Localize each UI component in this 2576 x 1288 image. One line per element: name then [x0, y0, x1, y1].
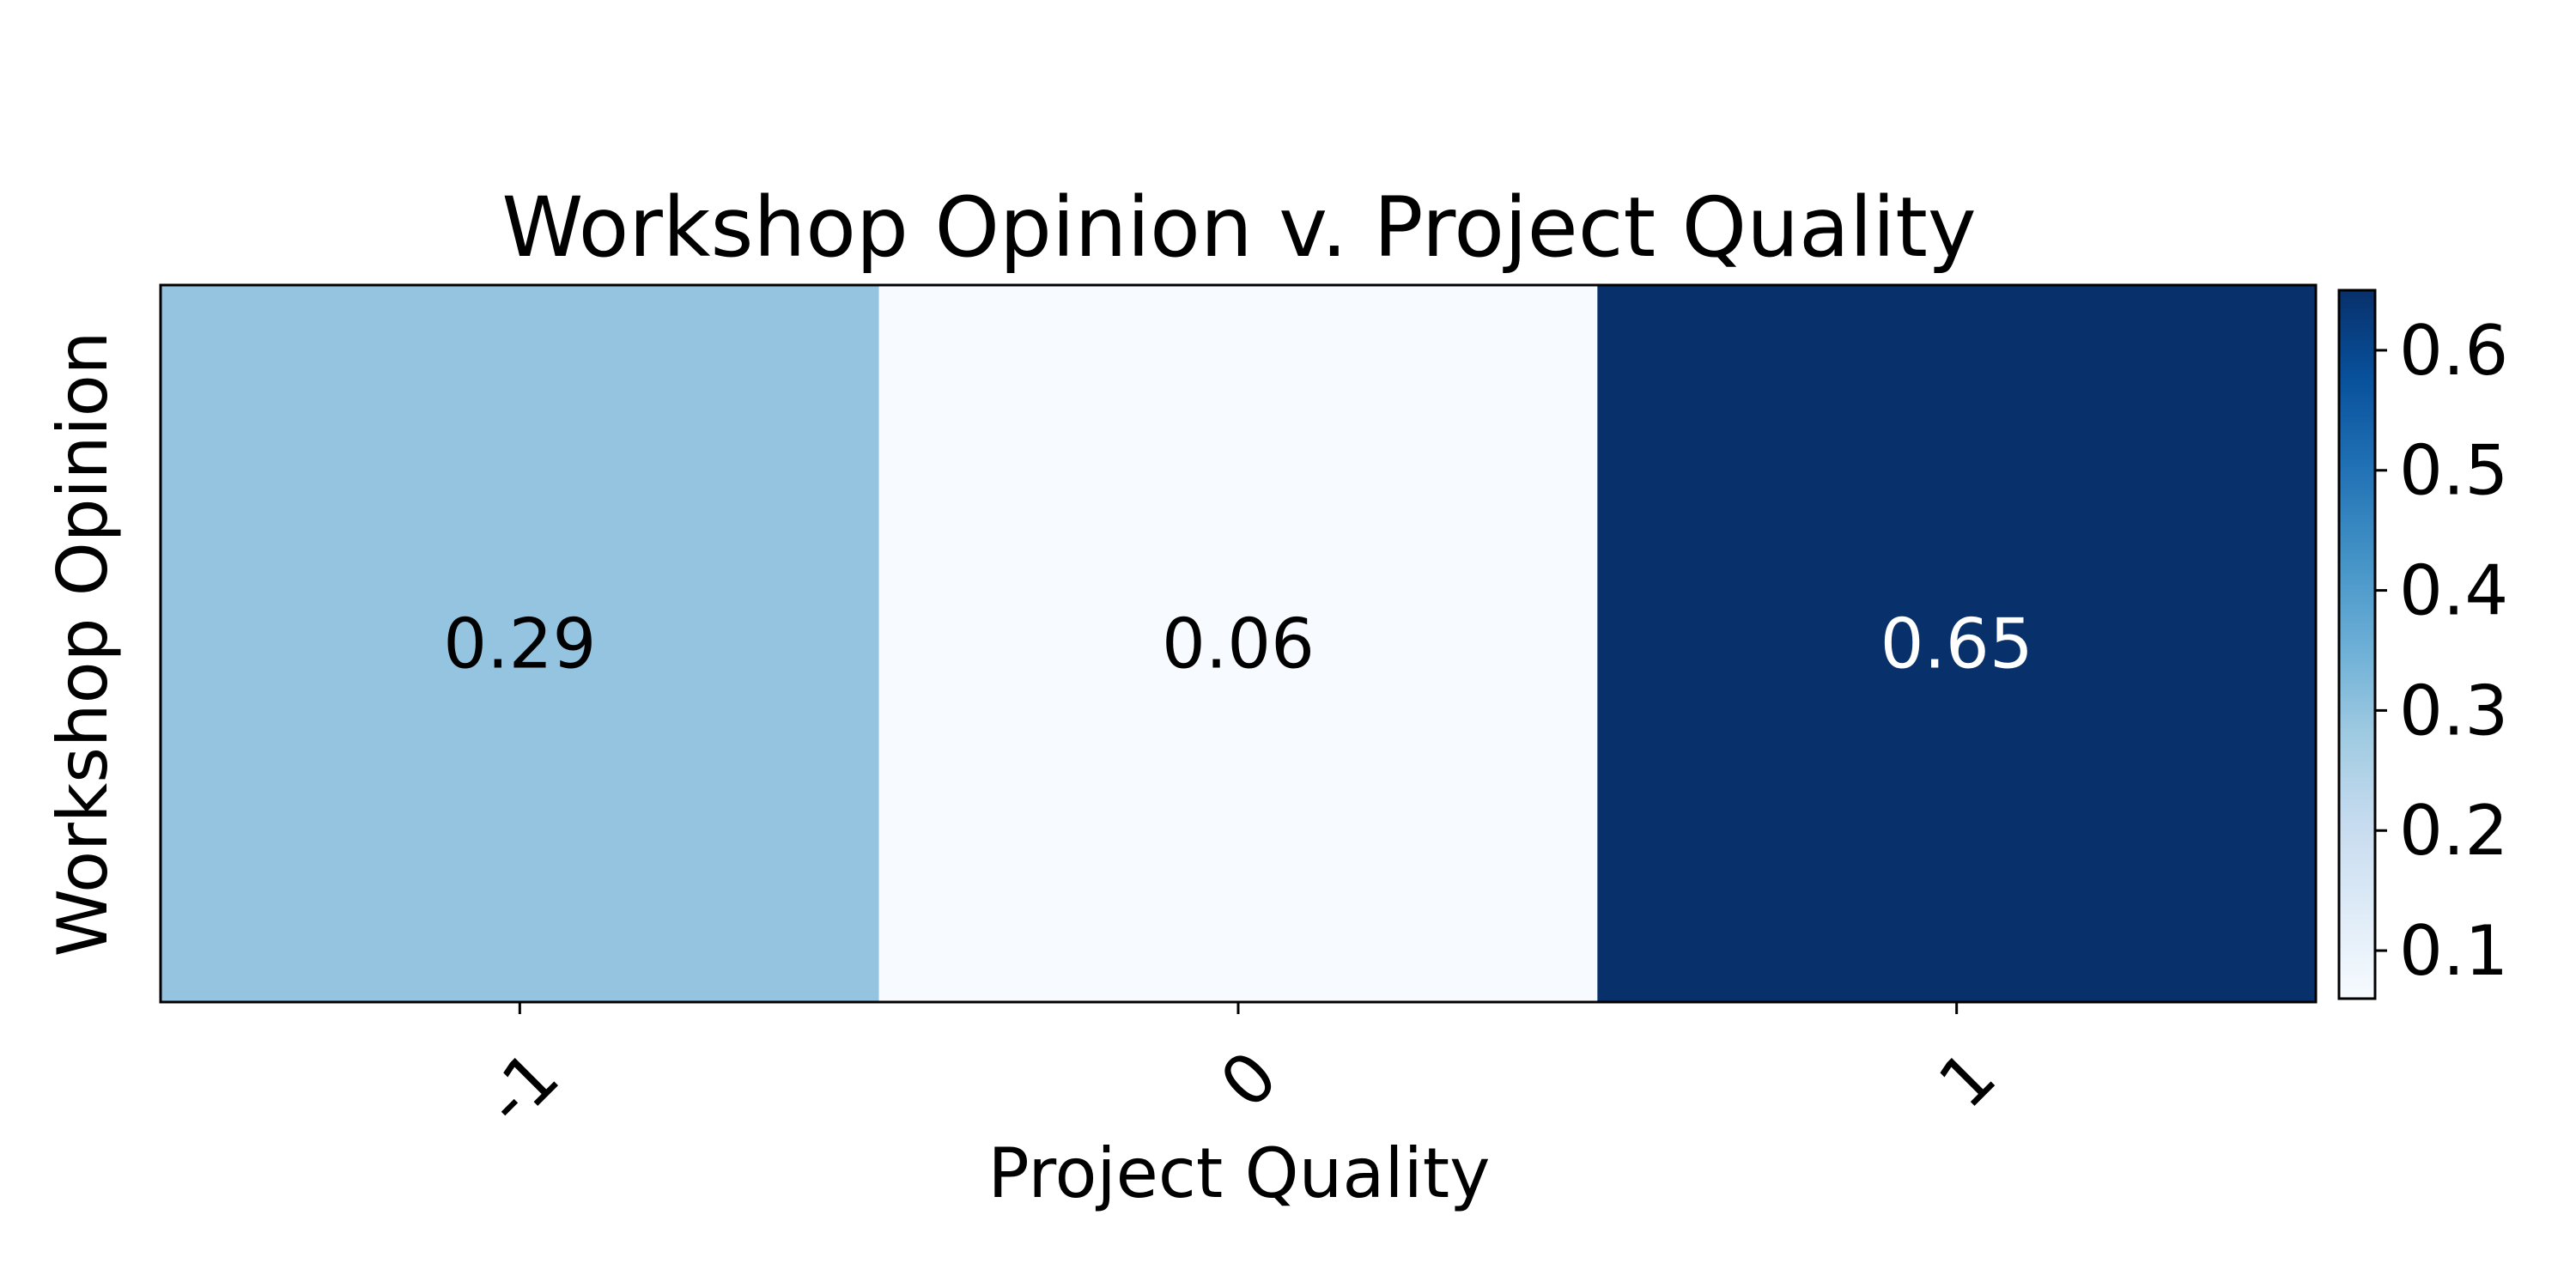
x-axis-label: Project Quality [988, 1133, 1491, 1213]
heatmap-cells [161, 285, 2316, 1002]
cell-value-label: 0.06 [1162, 605, 1315, 684]
colorbar-tick-label: 0.4 [2399, 551, 2508, 631]
colorbar-ticks: 0.1 0.2 0.3 0.4 0.5 0.6 [2375, 311, 2508, 991]
heatmap-cell-labels: 0.29 0.06 0.65 [443, 605, 2032, 684]
heatmap-cell [161, 285, 879, 1002]
cell-value-label: 0.65 [1880, 605, 2033, 684]
colorbar-tick-label: 0.6 [2399, 311, 2508, 391]
x-tick-label: 1 [1923, 1036, 2011, 1124]
colorbar-tick-label: 0.1 [2399, 911, 2508, 991]
x-tick-label: 0 [1206, 1036, 1293, 1124]
x-tick-label: -1 [469, 1036, 574, 1141]
colorbar-tick-label: 0.3 [2399, 671, 2508, 750]
y-axis-label: Workshop Opinion [43, 331, 123, 957]
heatmap-cell [1597, 285, 2316, 1002]
cell-value-label: 0.29 [443, 605, 596, 684]
chart-title: Workshop Opinion v. Project Quality [501, 179, 1976, 276]
heatmap-cell [878, 285, 1598, 1002]
colorbar-tick-label: 0.2 [2399, 791, 2508, 871]
colorbar [2337, 289, 2377, 1000]
colorbar-tick-label: 0.5 [2399, 431, 2508, 511]
x-axis-ticks: -1 0 1 [469, 1002, 2011, 1141]
